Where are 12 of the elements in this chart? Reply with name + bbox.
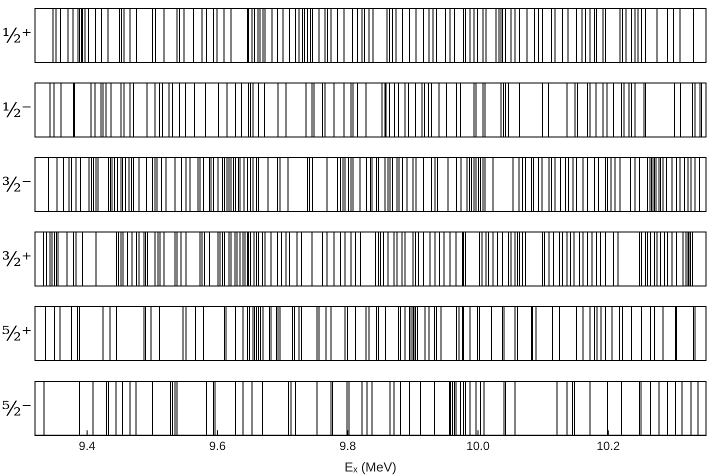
- x-tick-label: 9.8: [339, 438, 356, 453]
- x-axis-title: Eₓ (MeV): [344, 459, 396, 474]
- y-axis-title: ¹⁄₂⁺: [2, 24, 32, 48]
- y-axis-title: ³⁄₂⁺: [2, 247, 32, 272]
- y-axis-title: ³⁄₂⁻: [2, 172, 32, 197]
- x-tick-label: 9.4: [78, 438, 96, 453]
- x-tick-label: 10.2: [596, 438, 620, 453]
- y-axis-title: ⁵⁄₂⁻: [2, 396, 32, 420]
- y-axis-title: ¹⁄₂⁻: [2, 98, 32, 122]
- x-tick-label: 9.6: [209, 438, 226, 453]
- x-tick-label: 10.0: [466, 438, 490, 453]
- y-axis-title: ⁵⁄₂⁺: [2, 322, 32, 346]
